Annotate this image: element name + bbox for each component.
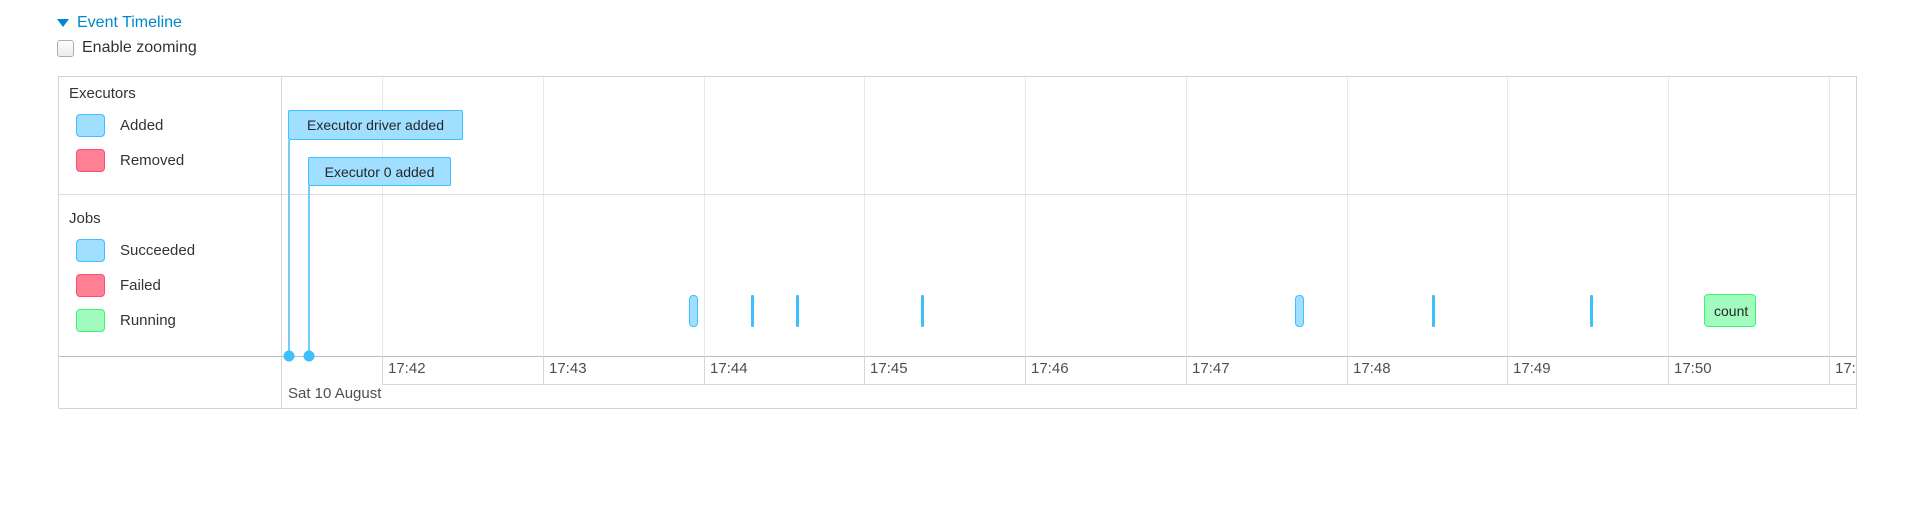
enable-zooming-checkbox[interactable] bbox=[57, 39, 74, 57]
executor-event-item[interactable]: Executor driver added bbox=[288, 110, 463, 140]
added-swatch-icon bbox=[76, 114, 105, 137]
axis-tick bbox=[1668, 356, 1669, 384]
legend-item-label: Removed bbox=[120, 152, 185, 169]
timeline-legend: Executors Added Removed Jobs Succeeded Failed… bbox=[59, 77, 281, 408]
legend-group-executors: Executors Added Removed bbox=[59, 85, 281, 202]
axis-date-label: Sat 10 August bbox=[288, 385, 382, 402]
executor-event-dot bbox=[283, 350, 295, 362]
enable-zooming-label: Enable zooming bbox=[82, 39, 197, 56]
job-item[interactable] bbox=[921, 295, 924, 327]
job-item[interactable] bbox=[689, 295, 698, 327]
axis-tick-label: 17:44 bbox=[710, 360, 748, 377]
collapse-arrow-icon bbox=[57, 19, 69, 27]
job-item[interactable] bbox=[796, 295, 799, 327]
legend-item-label: Running bbox=[120, 312, 176, 329]
axis-tick bbox=[382, 356, 383, 384]
removed-swatch-icon bbox=[76, 274, 105, 297]
legend-item-label: Failed bbox=[120, 277, 161, 294]
job-item[interactable] bbox=[1432, 295, 1435, 327]
axis-tick-label: 17:51 bbox=[1835, 360, 1856, 377]
grid-line bbox=[1186, 77, 1187, 356]
axis-tick-label: 17:42 bbox=[388, 360, 426, 377]
legend-divider bbox=[281, 77, 282, 408]
grid-line bbox=[1668, 77, 1669, 356]
axis-tick-label: 17:49 bbox=[1513, 360, 1551, 377]
axis-tick bbox=[1186, 356, 1187, 384]
axis-tick bbox=[704, 356, 705, 384]
job-item[interactable] bbox=[751, 295, 754, 327]
axis-tick bbox=[1347, 356, 1348, 384]
axis-tick-label: 17:46 bbox=[1031, 360, 1069, 377]
axis-tick bbox=[1829, 356, 1830, 384]
legend-item-running: Running bbox=[76, 309, 281, 332]
event-timeline-title: Event Timeline bbox=[77, 14, 182, 31]
group-divider bbox=[59, 194, 1856, 195]
job-item[interactable] bbox=[1295, 295, 1304, 327]
running-swatch-icon bbox=[76, 309, 105, 332]
grid-line bbox=[864, 77, 865, 356]
executor-event-item[interactable]: Executor 0 added bbox=[308, 157, 451, 186]
legend-item-label: Added bbox=[120, 117, 164, 134]
time-axis-line bbox=[59, 356, 1856, 357]
legend-group-title: Executors bbox=[69, 85, 136, 102]
axis-minor-divider bbox=[382, 384, 1856, 385]
grid-line bbox=[1829, 77, 1830, 356]
grid-line bbox=[1025, 77, 1026, 356]
legend-group-title: Jobs bbox=[69, 210, 101, 227]
axis-tick-label: 17:43 bbox=[549, 360, 587, 377]
event-timeline-toggle[interactable]: Event Timeline bbox=[57, 14, 182, 32]
running-job-item[interactable]: count bbox=[1704, 294, 1756, 327]
axis-tick-label: 17:45 bbox=[870, 360, 908, 377]
legend-item-succeeded: Succeeded bbox=[76, 239, 281, 262]
timeline-panel: Executors Added Removed Jobs Succeeded Failed… bbox=[58, 76, 1857, 409]
axis-tick bbox=[1507, 356, 1508, 384]
grid-line bbox=[1347, 77, 1348, 356]
axis-tick-label: 17:50 bbox=[1674, 360, 1712, 377]
legend-item-label: Succeeded bbox=[120, 242, 196, 259]
removed-swatch-icon bbox=[76, 149, 105, 172]
enable-zooming-control[interactable]: Enable zooming bbox=[57, 39, 197, 57]
legend-item-removed: Removed bbox=[76, 149, 281, 172]
grid-line bbox=[382, 77, 383, 356]
axis-tick-label: 17:47 bbox=[1192, 360, 1230, 377]
legend-group-jobs: Jobs Succeeded Failed Running bbox=[59, 210, 281, 408]
legend-item-failed: Failed bbox=[76, 274, 281, 297]
executor-event-dot bbox=[303, 350, 315, 362]
added-swatch-icon bbox=[76, 239, 105, 262]
grid-line bbox=[543, 77, 544, 356]
grid-line bbox=[1507, 77, 1508, 356]
legend-item-added: Added bbox=[76, 114, 281, 137]
executor-event-line bbox=[308, 186, 310, 356]
grid-line bbox=[704, 77, 705, 356]
axis-tick-label: 17:48 bbox=[1353, 360, 1391, 377]
axis-tick bbox=[543, 356, 544, 384]
executor-event-line bbox=[288, 140, 290, 356]
axis-tick bbox=[1025, 356, 1026, 384]
job-item[interactable] bbox=[1590, 295, 1593, 327]
axis-tick bbox=[864, 356, 865, 384]
